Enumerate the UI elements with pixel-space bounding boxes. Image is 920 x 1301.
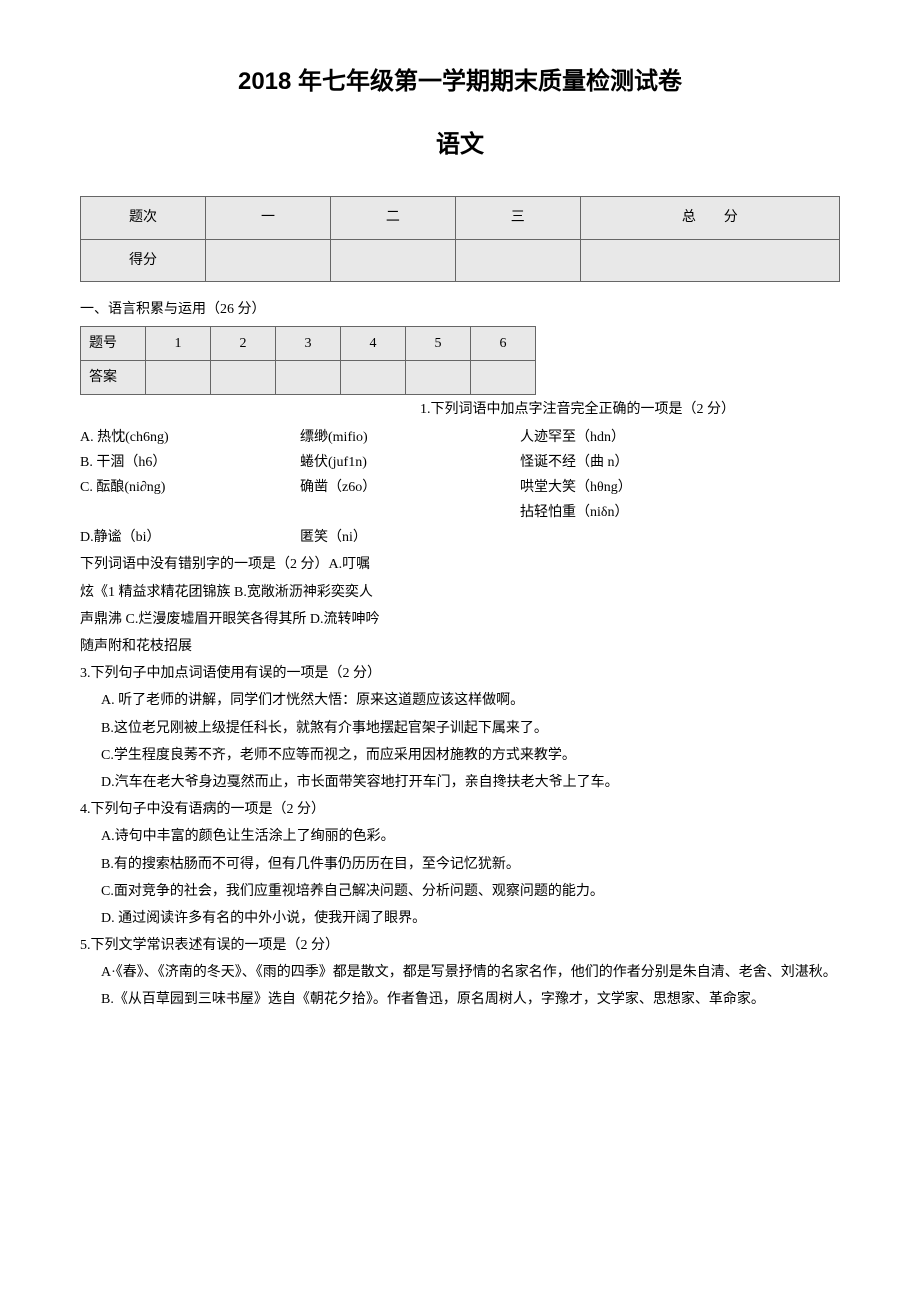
q2-line2: 炫《1 精益求精花团锦族 B.宽敞淅沥神彩奕奕人: [80, 580, 840, 605]
subject-title: 语文: [80, 123, 840, 166]
q1-option-a: A. 热忱(ch6ng) 缥缈(mifio) 人迹罕至（hdn）: [80, 425, 840, 450]
cell: 题号: [81, 326, 146, 360]
cell: 答案: [81, 361, 146, 395]
cell: 三: [455, 197, 580, 239]
q5-option-b: B.《从百草园到三味书屋》选自《朝花夕拾》。作者鲁迅，原名周树人，字豫才，文学家…: [80, 987, 840, 1012]
option-text: 匿笑（ni）: [300, 525, 520, 550]
q3-option-b: B.这位老兄刚被上级提任科长，就煞有介事地摆起官架子训起下属来了。: [80, 716, 840, 741]
option-text: 确凿（z6o）: [300, 475, 520, 500]
q4-option-d: D. 通过阅读许多有名的中外小说，使我开阔了眼界。: [80, 906, 840, 931]
q1-option-c: C. 酝酿(ni∂ng) 确凿（z6o） 哄堂大笑（hθng）: [80, 475, 840, 500]
cell: 一: [206, 197, 331, 239]
cell: [341, 361, 406, 395]
option-text: 怪诞不经（曲 n）: [520, 450, 740, 475]
cell: 得分: [81, 239, 206, 281]
option-text: A. 热忱(ch6ng): [80, 425, 300, 450]
main-title: 2018 年七年级第一学期期末质量检测试卷: [80, 60, 840, 103]
cell: [471, 361, 536, 395]
table-row: 题次 一 二 三 总 分: [81, 197, 840, 239]
option-text: D.静谧（bi）: [80, 525, 300, 550]
q1-option-d: D.静谧（bi） 匿笑（ni）: [80, 525, 840, 550]
q5-option-a: A·《春》、《济南的冬天》、《雨的四季》都是散文，都是写景抒情的名家名作，他们的…: [80, 960, 840, 985]
cell: [330, 239, 455, 281]
option-text: [80, 500, 300, 525]
q4-option-a: A.诗句中丰富的颜色让生活涂上了绚丽的色彩。: [80, 824, 840, 849]
q1-extra: 拈轻怕重（niδn）: [80, 500, 840, 525]
q3-option-d: D.汽车在老大爷身边戛然而止，市长面带笑容地打开车门，亲自搀扶老大爷上了车。: [80, 770, 840, 795]
cell: 3: [276, 326, 341, 360]
option-text: B. 干涸（h6）: [80, 450, 300, 475]
cell: [211, 361, 276, 395]
cell: [276, 361, 341, 395]
q3-lead: 3.下列句子中加点词语使用有误的一项是（2 分）: [80, 661, 840, 686]
option-text: 人迹罕至（hdn）: [520, 425, 740, 450]
q4-option-b: B.有的搜索枯肠而不可得，但有几件事仍历历在目，至今记忆犹新。: [80, 852, 840, 877]
q4-lead: 4.下列句子中没有语病的一项是（2 分）: [80, 797, 840, 822]
option-text: C. 酝酿(ni∂ng): [80, 475, 300, 500]
q1-option-b: B. 干涸（h6） 蜷伏(juf1n) 怪诞不经（曲 n）: [80, 450, 840, 475]
cell: [580, 239, 839, 281]
section1-heading: 一、语言积累与运用（26 分）: [80, 297, 840, 322]
cell: [406, 361, 471, 395]
option-text: 蜷伏(juf1n): [300, 450, 520, 475]
q2-line1: 下列词语中没有错别字的一项是（2 分）A.叮嘱: [80, 552, 840, 577]
option-text: 拈轻怕重（niδn）: [520, 500, 740, 525]
option-text: 哄堂大笑（hθng）: [520, 475, 740, 500]
option-text: 缥缈(mifio): [300, 425, 520, 450]
table-row: 答案: [81, 361, 536, 395]
q1-lead: 1.下列词语中加点字注音完全正确的一项是（2 分）: [80, 397, 840, 422]
cell: 5: [406, 326, 471, 360]
q4-option-c: C.面对竞争的社会，我们应重视培养自己解决问题、分析问题、观察问题的能力。: [80, 879, 840, 904]
cell: [455, 239, 580, 281]
cell: 2: [211, 326, 276, 360]
q2-line4: 随声附和花枝招展: [80, 634, 840, 659]
q2-line3: 声鼎沸 C.烂漫废墟眉开眼笑各得其所 D.流转呻吟: [80, 607, 840, 632]
cell: [206, 239, 331, 281]
cell: 6: [471, 326, 536, 360]
q3-option-c: C.学生程度良莠不齐，老师不应等而视之，而应采用因材施教的方式来教学。: [80, 743, 840, 768]
table-row: 题号 1 2 3 4 5 6: [81, 326, 536, 360]
score-table: 题次 一 二 三 总 分 得分: [80, 196, 840, 281]
option-text: [300, 500, 520, 525]
cell: 题次: [81, 197, 206, 239]
q5-lead: 5.下列文学常识表述有误的一项是（2 分）: [80, 933, 840, 958]
cell: [146, 361, 211, 395]
answer-table: 题号 1 2 3 4 5 6 答案: [80, 326, 536, 395]
cell: 4: [341, 326, 406, 360]
cell: 二: [330, 197, 455, 239]
q3-option-a: A. 听了老师的讲解，同学们才恍然大悟：原来这道题应该这样做啊。: [80, 688, 840, 713]
cell: 1: [146, 326, 211, 360]
table-row: 得分: [81, 239, 840, 281]
cell: 总 分: [580, 197, 839, 239]
